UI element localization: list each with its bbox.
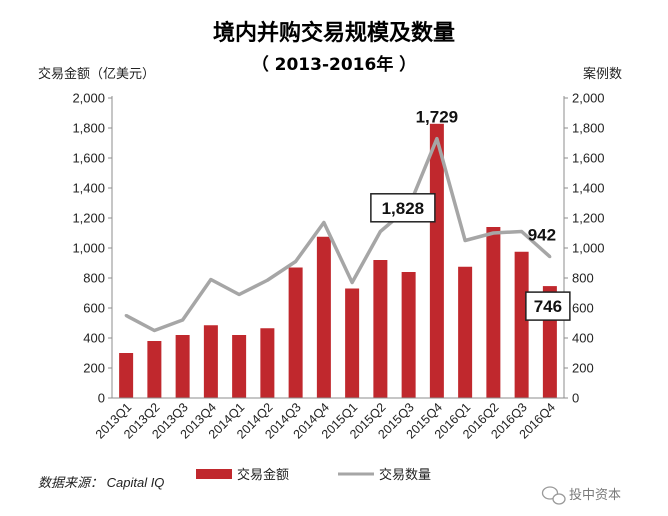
bar-2016Q1 [458, 266, 473, 398]
right-tick-label: 200 [572, 361, 594, 376]
count-point-2016Q2 [491, 231, 495, 235]
count-point-2014Q1 [237, 293, 241, 296]
left-tick-label: 1,000 [72, 241, 105, 256]
left-tick-label: 800 [83, 271, 105, 286]
left-tick-label: 1,800 [72, 121, 105, 136]
count-point-2015Q1 [350, 281, 354, 284]
bar-2015Q3 [401, 272, 416, 398]
count-point-2013Q3 [181, 318, 185, 322]
count-point-2015Q2 [378, 230, 382, 233]
axes [108, 96, 568, 399]
annotation-box [370, 193, 436, 223]
count-point-2013Q4 [209, 278, 213, 281]
right-tick-label: 1,000 [572, 241, 605, 256]
count-point-2014Q2 [265, 278, 269, 282]
count-point-2013Q1 [124, 314, 128, 317]
legend-swatch-amount [196, 469, 232, 479]
right-tick-label: 1,200 [572, 211, 605, 226]
count-point-2015Q4 [435, 137, 439, 141]
left-tick-label: 1,200 [72, 211, 105, 226]
bar-2013Q4 [203, 325, 218, 398]
line-series [124, 136, 552, 333]
right-tick-label: 400 [572, 331, 594, 346]
bar-2013Q2 [147, 341, 162, 398]
count-line [125, 136, 552, 333]
count-point-2014Q4 [322, 221, 326, 224]
bar-2014Q3 [288, 267, 303, 398]
left-axis-label: 交易金额（亿美元） [38, 66, 155, 82]
watermark: 投中资本 [541, 486, 621, 505]
annotations: 1,729 942 1,828 746 [370, 108, 571, 321]
bar-2013Q1 [119, 353, 134, 398]
count-point-2014Q3 [294, 260, 298, 263]
left-tick-label: 0 [98, 391, 105, 406]
count-point-2016Q1 [463, 239, 467, 242]
count-point-2013Q2 [152, 329, 156, 332]
chart-title: 境内并购交易规模及数量 [213, 20, 455, 46]
annotation-label: 1,828 [382, 199, 425, 218]
bar-2016Q2 [486, 227, 501, 398]
annotation-label: 746 [534, 297, 562, 316]
source-note: 数据来源： Capital IQ [38, 475, 164, 490]
annotation-box [525, 291, 571, 321]
left-tick-label: 400 [83, 331, 105, 346]
annotation-label: 1,729 [416, 108, 459, 127]
chart-subtitle: （ 2013-2016年 ） [252, 54, 417, 75]
legend: 交易金额 交易数量 [196, 467, 431, 483]
left-tick-label: 600 [83, 301, 105, 316]
legend-label-amount: 交易金额 [237, 467, 289, 483]
bar-2014Q2 [260, 328, 275, 398]
bar-2016Q3 [514, 251, 529, 398]
right-tick-label: 600 [572, 301, 594, 316]
legend-label-count: 交易数量 [379, 467, 431, 483]
right-tick-label: 1,600 [572, 151, 605, 166]
right-tick-label: 1,400 [572, 181, 605, 196]
bar-2014Q4 [316, 236, 331, 398]
annotation-label: 942 [528, 226, 556, 245]
bar-2015Q4 [429, 123, 444, 399]
left-tick-label: 1,600 [72, 151, 105, 166]
right-tick-label: 0 [572, 391, 579, 406]
bar-series [119, 123, 557, 399]
wechat-icon [541, 486, 566, 505]
right-axis-label: 案例数 [583, 67, 622, 82]
bar-2015Q1 [345, 288, 360, 398]
count-point-2016Q3 [520, 230, 524, 233]
bar-2014Q1 [232, 335, 247, 398]
watermark-text: 投中资本 [569, 487, 621, 503]
right-tick-label: 2,000 [572, 91, 605, 106]
left-tick-label: 2,000 [72, 91, 105, 106]
right-tick-label: 800 [572, 271, 594, 286]
count-point-2016Q4 [548, 255, 552, 259]
right-tick-label: 1,800 [572, 121, 605, 136]
left-tick-label: 1,400 [72, 181, 105, 196]
bar-2013Q3 [175, 335, 190, 398]
left-tick-label: 200 [83, 361, 105, 376]
bar-2015Q2 [373, 260, 388, 398]
